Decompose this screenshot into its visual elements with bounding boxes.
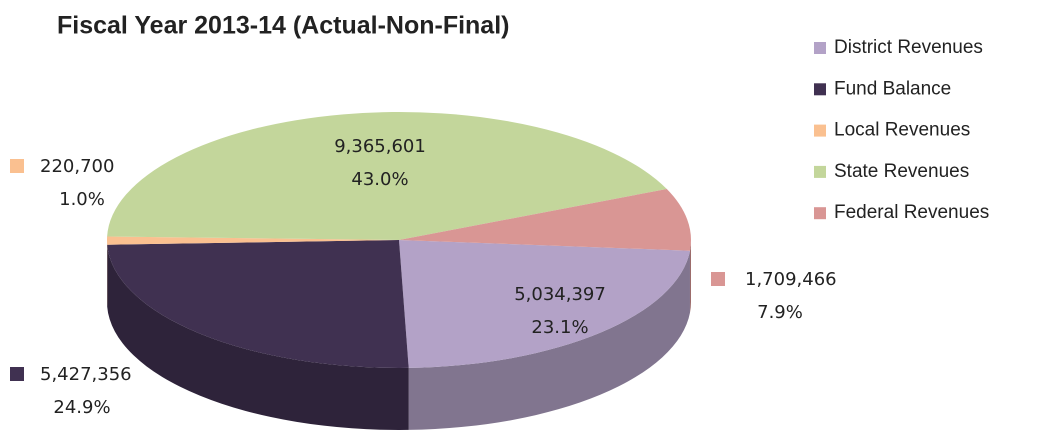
percent-label: 1.0% bbox=[59, 189, 105, 210]
label-key bbox=[711, 272, 725, 286]
percent-label: 23.1% bbox=[531, 317, 588, 338]
data-label: 1,709,466 bbox=[745, 269, 837, 290]
slice-side bbox=[689, 240, 691, 313]
slice-side bbox=[107, 244, 409, 430]
legend-label: Federal Revenues bbox=[834, 202, 989, 223]
legend-swatch bbox=[814, 42, 826, 54]
percent-label: 43.0% bbox=[351, 169, 408, 190]
legend-label: Local Revenues bbox=[834, 120, 970, 141]
slice bbox=[399, 240, 690, 368]
legend-swatch bbox=[814, 207, 826, 220]
legend-label: District Revenues bbox=[834, 37, 983, 58]
legend-swatch bbox=[814, 124, 826, 137]
legend-swatch bbox=[814, 165, 826, 178]
percent-label: 24.9% bbox=[53, 397, 110, 418]
slice-side bbox=[408, 250, 690, 430]
data-label: 220,700 bbox=[40, 156, 114, 177]
data-label: 5,427,356 bbox=[40, 364, 132, 385]
label-key bbox=[10, 159, 24, 173]
legend-label: Fund Balance bbox=[834, 78, 951, 99]
data-label: 5,034,397 bbox=[514, 284, 606, 305]
data-label: 9,365,601 bbox=[334, 136, 426, 157]
label-key bbox=[10, 367, 24, 381]
slice bbox=[399, 188, 691, 251]
percent-label: 7.9% bbox=[757, 302, 803, 323]
legend-swatch bbox=[814, 83, 826, 96]
slice bbox=[107, 236, 399, 245]
chart-title: Fiscal Year 2013-14 (Actual-Non-Final) bbox=[57, 12, 509, 40]
legend-label: State Revenues bbox=[834, 161, 969, 182]
slice bbox=[107, 111, 667, 240]
slice bbox=[107, 240, 409, 368]
